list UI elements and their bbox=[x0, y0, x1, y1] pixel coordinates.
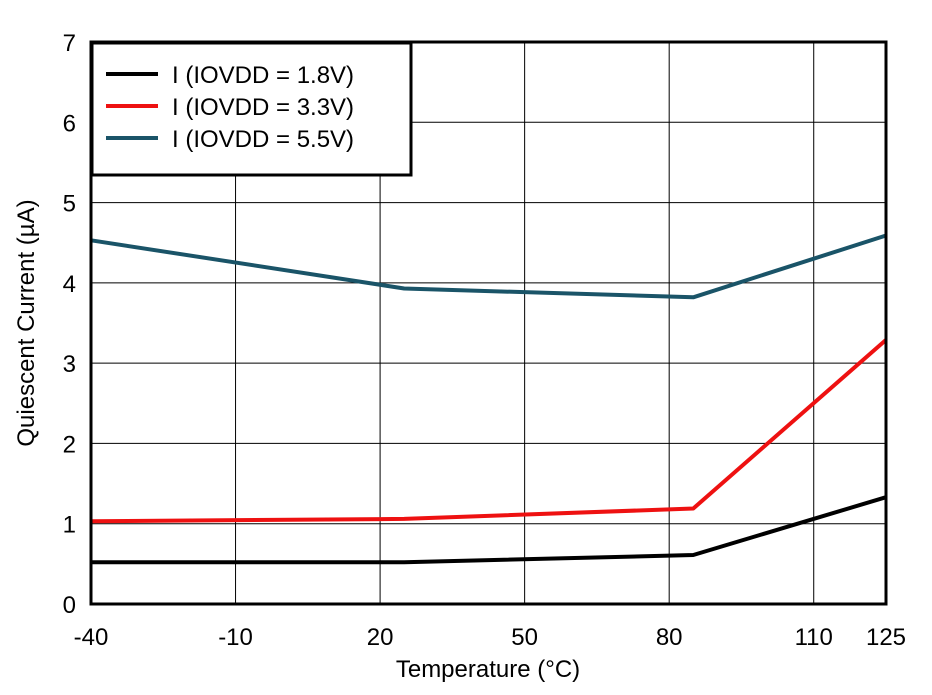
legend: I (IOVDD = 1.8V) I (IOVDD = 3.3V) I (IOVDD… bbox=[92, 43, 411, 175]
y-tick-label: 3 bbox=[63, 351, 76, 378]
x-axis-ticks: -40 -10 20 50 80 110 125 bbox=[74, 624, 906, 651]
x-tick-label: 20 bbox=[367, 624, 394, 651]
x-tick-label: 125 bbox=[866, 624, 906, 651]
series-lines bbox=[91, 236, 886, 563]
y-tick-label: 6 bbox=[63, 110, 76, 137]
y-tick-label: 4 bbox=[63, 271, 76, 298]
legend-label: I (IOVDD = 5.5V) bbox=[172, 126, 354, 153]
x-axis-title: Temperature (°C) bbox=[396, 656, 580, 683]
series-line-3 bbox=[91, 236, 886, 298]
x-tick-label: 110 bbox=[795, 624, 833, 651]
x-tick-label: 50 bbox=[511, 624, 538, 651]
y-tick-label: 0 bbox=[63, 592, 76, 619]
legend-label: I (IOVDD = 3.3V) bbox=[172, 94, 354, 121]
x-tick-label: -40 bbox=[74, 624, 109, 651]
y-axis-title: Quiescent Current (µA) bbox=[13, 199, 40, 446]
y-tick-label: 7 bbox=[63, 30, 76, 57]
series-line-1 bbox=[91, 497, 886, 562]
series-line-2 bbox=[91, 340, 886, 521]
y-axis-ticks: 0 1 2 3 4 5 6 7 bbox=[63, 30, 76, 619]
y-tick-label: 1 bbox=[63, 512, 76, 539]
y-tick-label: 2 bbox=[63, 431, 76, 458]
y-tick-label: 5 bbox=[63, 191, 76, 218]
x-tick-label: -10 bbox=[218, 624, 253, 651]
legend-label: I (IOVDD = 1.8V) bbox=[172, 62, 354, 89]
x-tick-label: 80 bbox=[656, 624, 683, 651]
